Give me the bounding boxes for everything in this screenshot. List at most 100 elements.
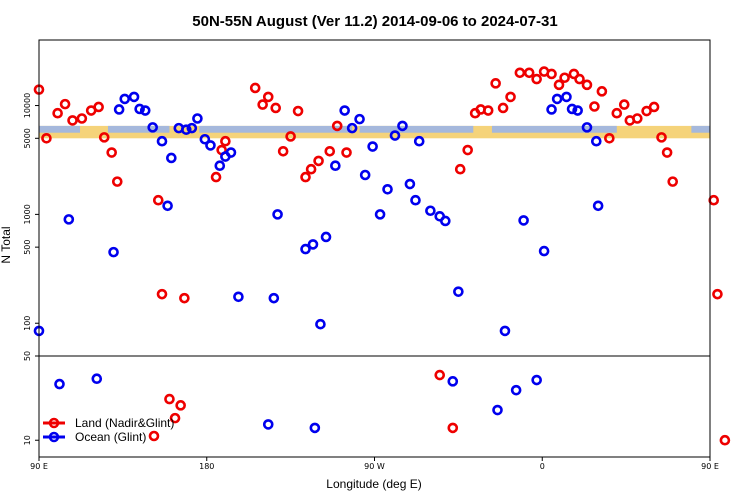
ocean-point: [315, 318, 326, 330]
ocean-point: [147, 122, 158, 133]
land-point: [434, 369, 446, 381]
ocean-point: [307, 239, 319, 250]
y-tick-label: 5000: [23, 128, 32, 148]
ocean-point: [134, 103, 145, 115]
ocean-point: [354, 113, 365, 125]
land-point: [106, 147, 117, 158]
ocean-point: [374, 209, 386, 220]
band-ocean: [491, 125, 617, 133]
land-point: [262, 91, 274, 103]
land-point: [611, 107, 623, 119]
y-tick-label: 100: [23, 316, 32, 331]
y-tick-label: 500: [23, 240, 32, 255]
land-point: [632, 113, 643, 124]
ocean-point: [397, 120, 408, 132]
ocean-point: [404, 178, 416, 190]
ocean-point: [180, 124, 192, 135]
legend-land-label: Land (Nadir&Glint): [75, 416, 174, 430]
ocean-point: [382, 183, 393, 195]
ocean-point: [538, 245, 550, 257]
land-point: [270, 102, 282, 114]
land-point: [661, 147, 673, 158]
land-point: [648, 101, 660, 113]
ocean-point: [546, 104, 557, 115]
land-point: [341, 147, 352, 158]
land-point: [505, 91, 516, 103]
ocean-point: [108, 246, 119, 258]
land-point: [523, 67, 535, 79]
land-point: [305, 163, 317, 175]
ocean-point: [91, 373, 103, 385]
land-point: [277, 145, 289, 157]
x-tick-label: 90 E: [701, 462, 719, 471]
land-point: [292, 105, 304, 117]
land-point: [331, 120, 343, 132]
land-point: [514, 67, 526, 79]
land-point: [210, 171, 222, 183]
land-point: [497, 102, 509, 114]
data-points: [33, 66, 731, 446]
ocean-point: [268, 292, 280, 304]
ocean-point: [119, 93, 131, 105]
ocean-point: [162, 200, 173, 212]
land-point: [604, 133, 615, 144]
land-point: [152, 194, 164, 206]
ocean-point: [440, 215, 451, 227]
ocean-point: [225, 147, 237, 158]
ocean-point: [139, 105, 151, 116]
ocean-point: [492, 404, 503, 416]
band-ocean: [107, 125, 170, 133]
ocean-point: [551, 93, 563, 105]
y-tick-label: 10000: [23, 93, 32, 118]
land-point: [52, 107, 63, 119]
ocean-point: [591, 135, 602, 147]
ocean-point: [156, 135, 168, 147]
land-point: [67, 115, 78, 126]
land-point: [712, 288, 723, 300]
land-point: [76, 113, 88, 124]
ocean-point: [330, 160, 341, 172]
land-point: [553, 79, 565, 91]
land-point: [324, 145, 336, 157]
ocean-point: [63, 214, 75, 225]
land-point: [257, 99, 268, 110]
land-point: [93, 101, 104, 113]
ocean-point: [389, 130, 401, 141]
land-point: [462, 144, 473, 156]
land-point: [667, 176, 679, 187]
land-point: [482, 105, 494, 116]
ocean-point: [531, 374, 542, 386]
ocean-point: [186, 122, 198, 134]
legend-ocean-marker: [48, 431, 60, 443]
band-ocean: [39, 125, 81, 133]
y-tick-label: 50: [23, 351, 32, 361]
land-point: [641, 105, 652, 117]
ocean-point: [592, 200, 604, 212]
ocean-point: [561, 91, 572, 103]
ocean-point: [192, 113, 203, 124]
ocean-point: [346, 122, 358, 134]
y-tick-label: 10: [23, 435, 32, 445]
tick-marks: 90 E 180 90 W 0 90 E 100 500 1000 5000 10000 10 50: [23, 93, 719, 471]
land-point: [719, 434, 731, 446]
land-point: [546, 68, 557, 80]
x-tick-label: 90 E: [30, 462, 48, 471]
x-tick-label: 90 W: [364, 462, 385, 471]
land-point: [59, 98, 71, 110]
land-point: [596, 86, 608, 97]
land-point: [285, 131, 296, 142]
band-ocean: [691, 125, 710, 133]
ocean-point: [54, 378, 65, 390]
ocean-point: [309, 422, 321, 434]
legend-ocean-label: Ocean (Glint): [75, 430, 146, 444]
x-tick-label: 180: [199, 462, 214, 471]
land-point: [41, 133, 52, 144]
land-point: [313, 155, 324, 167]
land-point: [490, 78, 501, 89]
ocean-point: [320, 231, 332, 243]
legend: Land (Nadir&Glint) Ocean (Glint): [43, 416, 174, 444]
land-point: [169, 412, 181, 424]
ocean-point: [272, 209, 283, 220]
ocean-point: [233, 291, 244, 303]
